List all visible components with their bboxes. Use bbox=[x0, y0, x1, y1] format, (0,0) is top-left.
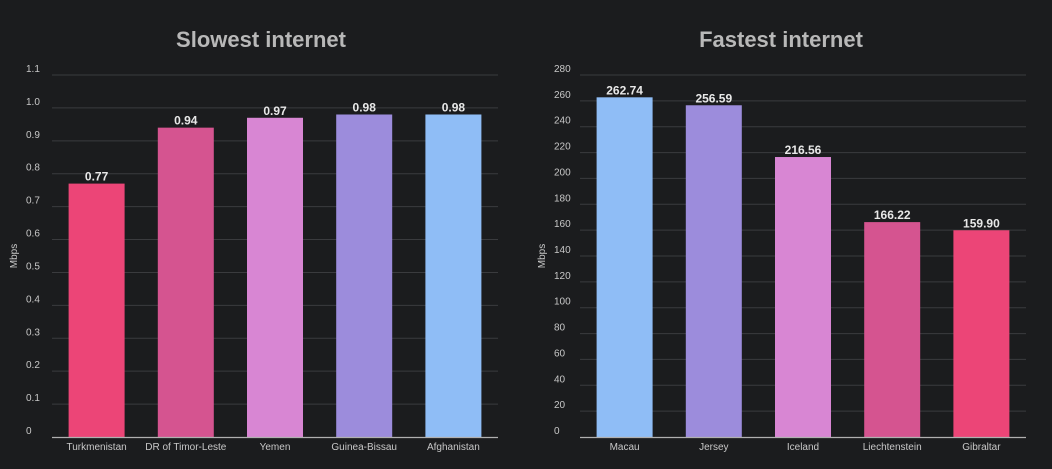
data-label: 0.97 bbox=[263, 104, 287, 118]
data-label: 216.56 bbox=[785, 143, 822, 157]
chart-title: Slowest internet bbox=[176, 27, 347, 52]
x-tick-label: Jersey bbox=[699, 442, 728, 453]
y-axis-label: Mbps bbox=[9, 244, 20, 268]
x-tick-label: Macau bbox=[610, 442, 640, 453]
bar-afghanistan bbox=[425, 114, 482, 437]
x-tick-label: Liechtenstein bbox=[863, 442, 922, 453]
y-tick-label: 40 bbox=[554, 374, 566, 385]
x-tick-label: Afghanistan bbox=[427, 442, 480, 453]
x-tick-label: Yemen bbox=[260, 442, 291, 453]
y-tick-label: 60 bbox=[554, 348, 566, 359]
x-tick-label: Guinea-Bissau bbox=[331, 442, 397, 453]
y-tick-label: 160 bbox=[554, 219, 571, 230]
chart-panel-1: Slowest internet Mbps 0 0.1 0.2 0.3 0.4 0.5 0.6 0… bbox=[9, 27, 498, 453]
y-tick-label: 1.1 bbox=[26, 64, 40, 75]
y-tick-label: 280 bbox=[554, 64, 571, 75]
bar-iceland bbox=[775, 157, 831, 437]
data-label: 0.98 bbox=[442, 100, 466, 114]
y-tick-label: 0.2 bbox=[26, 360, 40, 371]
chart-title: Fastest internet bbox=[699, 27, 863, 52]
bar-guinea-bissau bbox=[336, 114, 393, 437]
bar-turkmenistan bbox=[68, 183, 125, 437]
bar-liechtenstein bbox=[864, 222, 921, 437]
y-tick-label: 0.5 bbox=[26, 261, 40, 272]
data-label: 0.98 bbox=[353, 100, 377, 114]
y-tick-label: 200 bbox=[554, 167, 571, 178]
x-tick-label: Iceland bbox=[787, 442, 819, 453]
y-tick-label: 0.6 bbox=[26, 229, 40, 240]
y-tick-label: 100 bbox=[554, 297, 571, 308]
data-label: 159.90 bbox=[963, 216, 1000, 230]
y-axis-label: Mbps bbox=[537, 244, 548, 268]
y-tick-label: 0.3 bbox=[26, 327, 40, 338]
bar-macau bbox=[596, 97, 653, 438]
data-label: 0.77 bbox=[85, 170, 109, 184]
data-label: 262.74 bbox=[606, 83, 643, 97]
bar-gibraltar bbox=[953, 230, 1010, 437]
y-tick-label: 0 bbox=[26, 426, 32, 437]
chart-panel-2: Fastest internet Mbps 0 20 40 60 80 100 120 140 16… bbox=[537, 27, 1026, 453]
data-label: 256.59 bbox=[695, 91, 732, 105]
y-tick-label: 260 bbox=[554, 90, 571, 101]
y-tick-label: 20 bbox=[554, 400, 566, 411]
y-tick-label: 120 bbox=[554, 271, 571, 282]
y-tick-label: 1.0 bbox=[26, 97, 40, 108]
data-label: 0.94 bbox=[174, 114, 198, 128]
x-tick-label: Gibraltar bbox=[962, 442, 1001, 453]
bar-yemen bbox=[247, 117, 303, 438]
y-tick-label: 0.4 bbox=[26, 294, 40, 305]
y-tick-label: 240 bbox=[554, 116, 571, 127]
x-tick-label: DR of Timor-Leste bbox=[145, 442, 227, 453]
y-tick-label: 220 bbox=[554, 142, 571, 153]
y-tick-label: 0.9 bbox=[26, 130, 40, 141]
y-tick-label: 80 bbox=[554, 323, 566, 334]
bar-jersey bbox=[685, 105, 742, 438]
bar-dr-of-timor-leste bbox=[157, 127, 214, 438]
y-tick-label: 0 bbox=[554, 426, 560, 437]
x-tick-label: Turkmenistan bbox=[66, 442, 126, 453]
y-tick-label: 0.8 bbox=[26, 163, 40, 174]
y-tick-label: 180 bbox=[554, 193, 571, 204]
y-tick-label: 140 bbox=[554, 245, 571, 256]
y-tick-label: 0.7 bbox=[26, 196, 40, 207]
data-label: 166.22 bbox=[874, 208, 911, 222]
y-tick-label: 0.1 bbox=[26, 393, 40, 404]
